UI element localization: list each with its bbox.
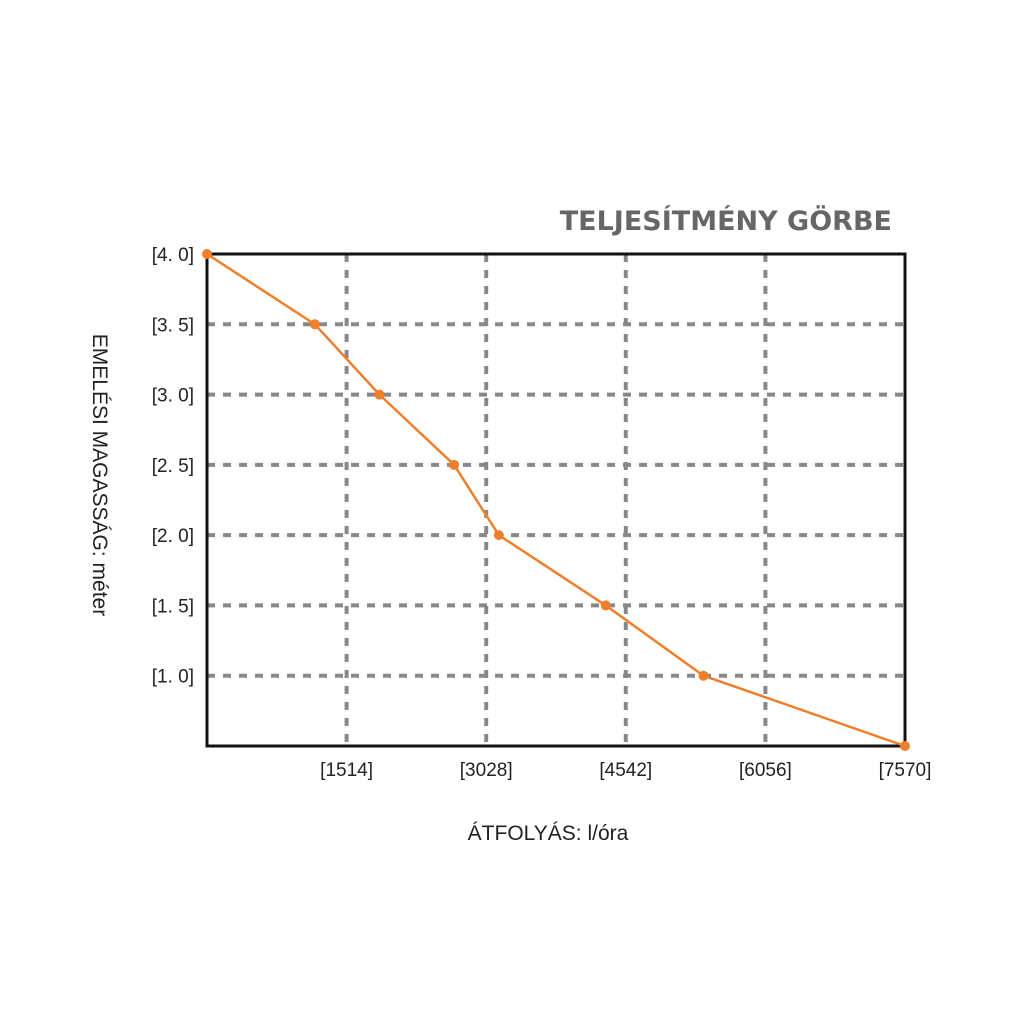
data-point xyxy=(202,249,212,259)
y-tick-label: [3. 5] xyxy=(152,315,194,336)
y-tick-label: [3. 0] xyxy=(152,386,194,407)
y-tick-label: [2. 0] xyxy=(152,526,194,547)
x-tick-label: [7570] xyxy=(879,760,932,781)
data-point xyxy=(493,530,504,541)
series-line xyxy=(202,249,910,751)
series-polyline xyxy=(206,252,906,748)
data-point xyxy=(600,600,611,611)
data-point xyxy=(900,741,910,751)
grid xyxy=(207,254,905,746)
data-point xyxy=(698,670,709,681)
data-point xyxy=(449,459,460,470)
x-tick-label: [4542] xyxy=(599,760,652,781)
y-tick-label: [1. 5] xyxy=(152,596,194,617)
x-axis-ticks: [1514] [3028] [4542] [6056] [7570] xyxy=(320,760,931,781)
y-axis-ticks: [4. 0] [3. 5] [3. 0] [2. 5] [2. 0] [1. 5] [1. … xyxy=(152,245,194,688)
y-tick-label: [1. 0] xyxy=(152,667,194,688)
y-tick-label: [2. 5] xyxy=(152,456,194,477)
plot-frame xyxy=(205,252,907,748)
y-tick-label: [4. 0] xyxy=(152,245,194,266)
x-tick-label: [1514] xyxy=(320,760,373,781)
chart-title: TELJESÍTMÉNY GÖRBE xyxy=(560,204,892,237)
data-point xyxy=(309,319,320,330)
data-point xyxy=(374,389,385,400)
y-axis-label: EMELÉSI MAGASSÁG: méter xyxy=(88,334,111,616)
x-axis-label: ÁTFOLYÁS: l/óra xyxy=(468,822,629,845)
x-tick-label: [6056] xyxy=(739,760,792,781)
x-tick-label: [3028] xyxy=(460,760,513,781)
